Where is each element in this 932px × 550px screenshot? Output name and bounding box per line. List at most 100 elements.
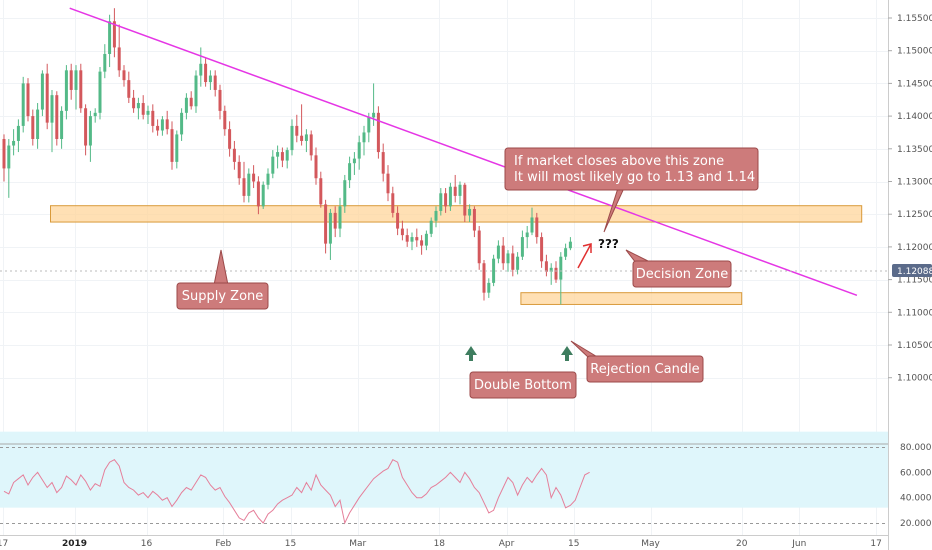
- candle: [458, 181, 462, 205]
- candle: [184, 93, 188, 120]
- price-tick-label: 1.10000: [897, 374, 932, 384]
- supply-zone-label: Supply Zone: [182, 289, 264, 304]
- last-price-label: 1.12088: [892, 264, 932, 277]
- arrow-up-icon: [561, 346, 573, 361]
- candle: [309, 130, 313, 161]
- candle: [165, 110, 169, 135]
- candle: [271, 150, 275, 179]
- candle: [276, 145, 280, 169]
- candle: [98, 67, 102, 120]
- decision-zone-label: Decision Zone: [636, 267, 729, 282]
- candle: [381, 143, 385, 182]
- candle: [439, 188, 443, 216]
- rejection-candle-callout: Rejection Candle: [570, 340, 704, 383]
- time-tick-label: 15: [568, 539, 579, 549]
- candle: [352, 152, 356, 175]
- candle: [333, 206, 337, 238]
- candle: [415, 228, 419, 247]
- candle: [386, 165, 390, 202]
- candle: [223, 105, 227, 136]
- candle: [103, 44, 107, 79]
- candle: [79, 63, 83, 113]
- candle: [501, 237, 505, 270]
- candle: [50, 89, 54, 153]
- candle: [300, 104, 304, 146]
- candle: [31, 109, 35, 146]
- time-tick-label: Jun: [791, 539, 806, 549]
- candle: [7, 138, 11, 198]
- price-tick-label: 1.15000: [897, 47, 932, 57]
- candle: [237, 155, 241, 185]
- double-bottom-label: Double Bottom: [474, 378, 572, 393]
- candle: [554, 261, 558, 283]
- candle: [496, 240, 500, 264]
- candle: [256, 176, 260, 215]
- candle: [26, 78, 30, 122]
- market-comment-line1: If market closes above this zone: [514, 154, 724, 169]
- candle: [290, 119, 294, 156]
- candle: [60, 106, 64, 149]
- candle: [559, 252, 563, 305]
- candle: [448, 182, 452, 211]
- candle: [204, 58, 208, 87]
- candle: [213, 70, 217, 97]
- price-tick-label: 1.13000: [897, 178, 932, 188]
- candle: [468, 204, 472, 223]
- double-bottom-callout: Double Bottom: [469, 371, 577, 399]
- candle: [280, 147, 284, 168]
- osc-tick-label: 80.0000: [900, 443, 932, 453]
- candle: [146, 105, 150, 124]
- candle: [535, 212, 539, 244]
- price-tick-label: 1.14000: [897, 112, 932, 122]
- arrow-up-icon: [465, 346, 477, 361]
- candle: [21, 76, 25, 133]
- oscillator-band: [0, 431, 888, 508]
- candle: [266, 168, 270, 190]
- candle: [304, 129, 308, 153]
- price-tick-label: 1.12500: [897, 210, 932, 220]
- candlestick-series: [2, 8, 572, 305]
- candle: [218, 84, 222, 120]
- oscillator-line: [3, 459, 590, 525]
- time-tick-label: 17: [870, 539, 881, 549]
- candle: [405, 228, 409, 247]
- candle: [453, 174, 457, 203]
- candle: [328, 208, 332, 260]
- candle: [319, 171, 323, 208]
- candle: [74, 65, 78, 110]
- candle: [544, 254, 548, 277]
- candle: [117, 24, 121, 77]
- candle: [156, 119, 160, 136]
- price-tick-label: 1.11500: [897, 276, 932, 286]
- candle: [549, 263, 553, 285]
- candle: [487, 278, 491, 298]
- descending-trendline[interactable]: [69, 7, 858, 297]
- candle: [295, 114, 299, 143]
- osc-tick-label: 40.0000: [900, 494, 932, 504]
- candle: [400, 220, 404, 241]
- price-tick-label: 1.11000: [897, 308, 932, 318]
- callout-stroke-mask: [184, 284, 262, 287]
- candle: [477, 225, 481, 270]
- candle: [232, 140, 236, 170]
- price-tick-label: 1.12000: [897, 243, 932, 253]
- candle: [564, 243, 568, 260]
- candle: [151, 104, 155, 133]
- candle: [122, 65, 126, 87]
- time-tick-label: Apr: [499, 539, 515, 549]
- price-axis[interactable]: 1.15500 1.15000 1.14500 1.14000 1.13500 1.130…: [888, 14, 932, 384]
- candle: [141, 95, 145, 120]
- time-tick-label: Mar: [349, 539, 366, 549]
- market-comment-callout: If market closes above this zone It will…: [504, 147, 759, 233]
- candle: [160, 116, 164, 136]
- candle: [40, 70, 44, 117]
- candle: [194, 70, 198, 113]
- candle: [376, 106, 380, 159]
- candle: [285, 147, 289, 169]
- time-axis[interactable]: 17201916Feb15Mar18Apr15May20Jun17Jul15Au…: [0, 539, 932, 549]
- candle: [170, 121, 174, 170]
- candle: [463, 182, 467, 223]
- time-tick-label: 16: [141, 539, 153, 549]
- candle: [242, 161, 246, 203]
